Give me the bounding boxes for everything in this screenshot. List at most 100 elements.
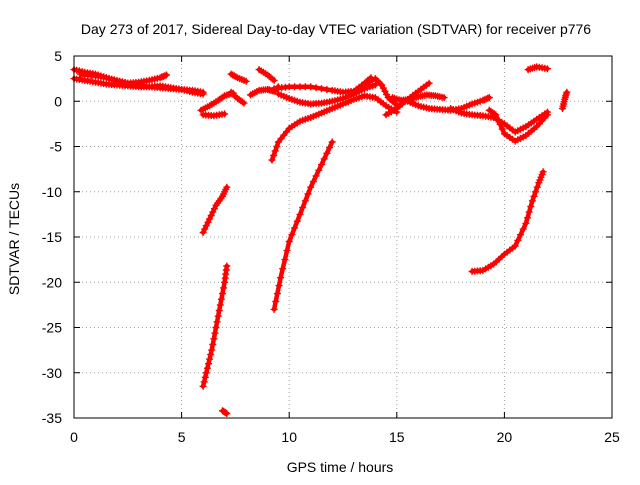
data-point — [371, 75, 379, 83]
data-point — [210, 205, 218, 213]
y-tick-label: -30 — [42, 365, 62, 381]
data-point — [376, 79, 384, 87]
data-point — [229, 90, 237, 98]
axis-ticks: 0 5 10 15 20 25 5 0 -5 -10 -15 -20 -25 -30 -35 — [42, 48, 620, 445]
data-point — [213, 318, 221, 326]
data-marks — [70, 63, 571, 417]
data-point — [527, 203, 535, 210]
data-point — [492, 111, 500, 119]
data-point — [373, 76, 381, 84]
chart-title: Day 273 of 2017, Sidereal Day-to-day VTE… — [81, 21, 591, 37]
y-tick-label: 0 — [54, 93, 62, 109]
data-point — [522, 219, 530, 227]
data-point — [208, 346, 216, 354]
data-point — [203, 364, 211, 372]
data-point — [201, 225, 209, 233]
data-point — [383, 91, 391, 98]
data-point — [291, 224, 299, 232]
y-tick-label: -35 — [42, 410, 62, 426]
data-point — [484, 94, 492, 102]
series-arc-10 — [270, 74, 375, 96]
data-point — [517, 231, 524, 239]
data-point — [219, 93, 227, 101]
series-arc-6 — [227, 70, 250, 85]
data-point — [199, 90, 207, 98]
data-point — [279, 265, 287, 273]
data-point — [440, 94, 448, 102]
series-arc-3 — [77, 70, 170, 87]
data-point — [528, 197, 536, 205]
data-point — [271, 147, 279, 155]
series-arc-13 — [361, 75, 401, 109]
data-point — [312, 172, 320, 180]
data-point — [490, 110, 498, 118]
grid-lines — [73, 55, 613, 419]
data-point — [425, 79, 433, 87]
data-point — [200, 378, 208, 386]
data-point — [242, 77, 250, 85]
series-arc-7 — [227, 88, 248, 107]
data-point — [163, 71, 170, 79]
data-point — [288, 231, 296, 239]
y-axis-label: SDTVAR / TECUs — [6, 183, 22, 295]
series-arc-5 — [197, 89, 237, 114]
data-point — [326, 144, 334, 152]
data-point — [307, 183, 315, 191]
data-point — [519, 225, 527, 233]
data-point — [270, 76, 278, 84]
data-point — [328, 138, 336, 146]
data-point — [496, 120, 504, 128]
data-point — [214, 312, 222, 320]
data-point — [227, 88, 235, 96]
data-point — [375, 78, 382, 86]
data-point — [230, 91, 238, 99]
data-point — [223, 183, 231, 191]
data-point — [307, 83, 315, 91]
series-arc-20 — [559, 88, 571, 112]
data-point — [277, 274, 285, 282]
data-point — [159, 72, 167, 80]
data-point — [323, 149, 331, 157]
data-point — [275, 282, 283, 290]
data-point — [210, 335, 218, 343]
y-tick-label: 5 — [54, 48, 62, 64]
data-point — [532, 188, 540, 196]
data-point — [209, 208, 217, 216]
data-point — [524, 214, 531, 222]
data-point — [312, 84, 320, 92]
data-point — [285, 238, 293, 245]
series-arc-2 — [70, 75, 207, 98]
data-point — [299, 204, 307, 212]
y-tick-label: -25 — [42, 320, 62, 336]
y-tick-label: -15 — [42, 229, 62, 245]
data-point — [211, 329, 219, 337]
plot-frame — [73, 55, 613, 419]
data-point — [207, 351, 215, 359]
data-point — [273, 143, 281, 150]
data-point — [543, 65, 551, 73]
data-point — [315, 166, 323, 174]
data-point — [270, 152, 278, 159]
series-arc-19 — [524, 63, 551, 74]
series-arc-18 — [485, 106, 551, 145]
x-tick-label: 15 — [389, 429, 405, 445]
data-point — [485, 94, 493, 102]
data-point — [281, 256, 289, 264]
data-point — [273, 290, 281, 298]
series-arc-21 — [199, 183, 231, 236]
series-arc-9 — [255, 66, 278, 84]
series-arc-8 — [247, 83, 282, 99]
data-point — [199, 229, 207, 236]
x-tick-label: 25 — [604, 429, 620, 445]
data-point — [323, 86, 331, 93]
data-point — [220, 284, 228, 292]
data-point — [301, 197, 309, 205]
y-tick-label: -20 — [42, 274, 62, 290]
data-point — [223, 410, 231, 417]
data-point — [514, 236, 522, 244]
series-arc-15 — [389, 91, 448, 104]
data-point — [221, 110, 229, 118]
x-axis-label: GPS time / hours — [287, 459, 394, 475]
y-tick-label: -5 — [50, 139, 63, 155]
series-arc-24 — [270, 138, 336, 313]
